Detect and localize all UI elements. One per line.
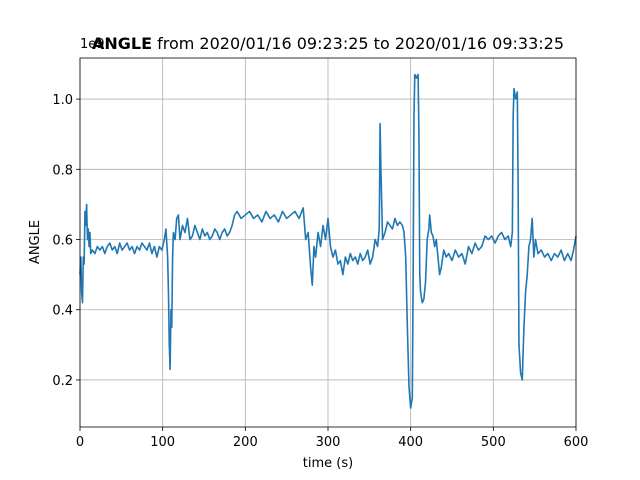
plot-area [79, 73, 577, 409]
x-tick-label: 300 [316, 435, 341, 450]
y-tick-label: 0.6 [52, 234, 73, 249]
y-axis-label: ANGLE [28, 220, 43, 264]
title-range: from 2020/01/16 09:23:25 to 2020/01/16 0… [157, 34, 564, 53]
y-tick-label: 1.0 [52, 93, 73, 108]
data-line [79, 73, 577, 409]
x-tick-label: 500 [481, 435, 506, 450]
x-tick-label: 600 [564, 435, 589, 450]
y-tick-label: 0.2 [52, 374, 73, 389]
title-variable: ANGLE [92, 34, 152, 53]
x-tick-label: 100 [150, 435, 175, 450]
y-tick-label: 0.4 [52, 304, 73, 319]
y-tick-label: 0.8 [52, 163, 73, 178]
x-tick-label: 400 [398, 435, 423, 450]
x-tick-label: 200 [233, 435, 258, 450]
x-tick-label: 0 [76, 435, 84, 450]
chart-title: ANGLE from 2020/01/16 09:23:25 to 2020/0… [92, 34, 564, 53]
offset-label: 1e9 [80, 37, 105, 52]
x-axis-label: time (s) [303, 456, 353, 471]
